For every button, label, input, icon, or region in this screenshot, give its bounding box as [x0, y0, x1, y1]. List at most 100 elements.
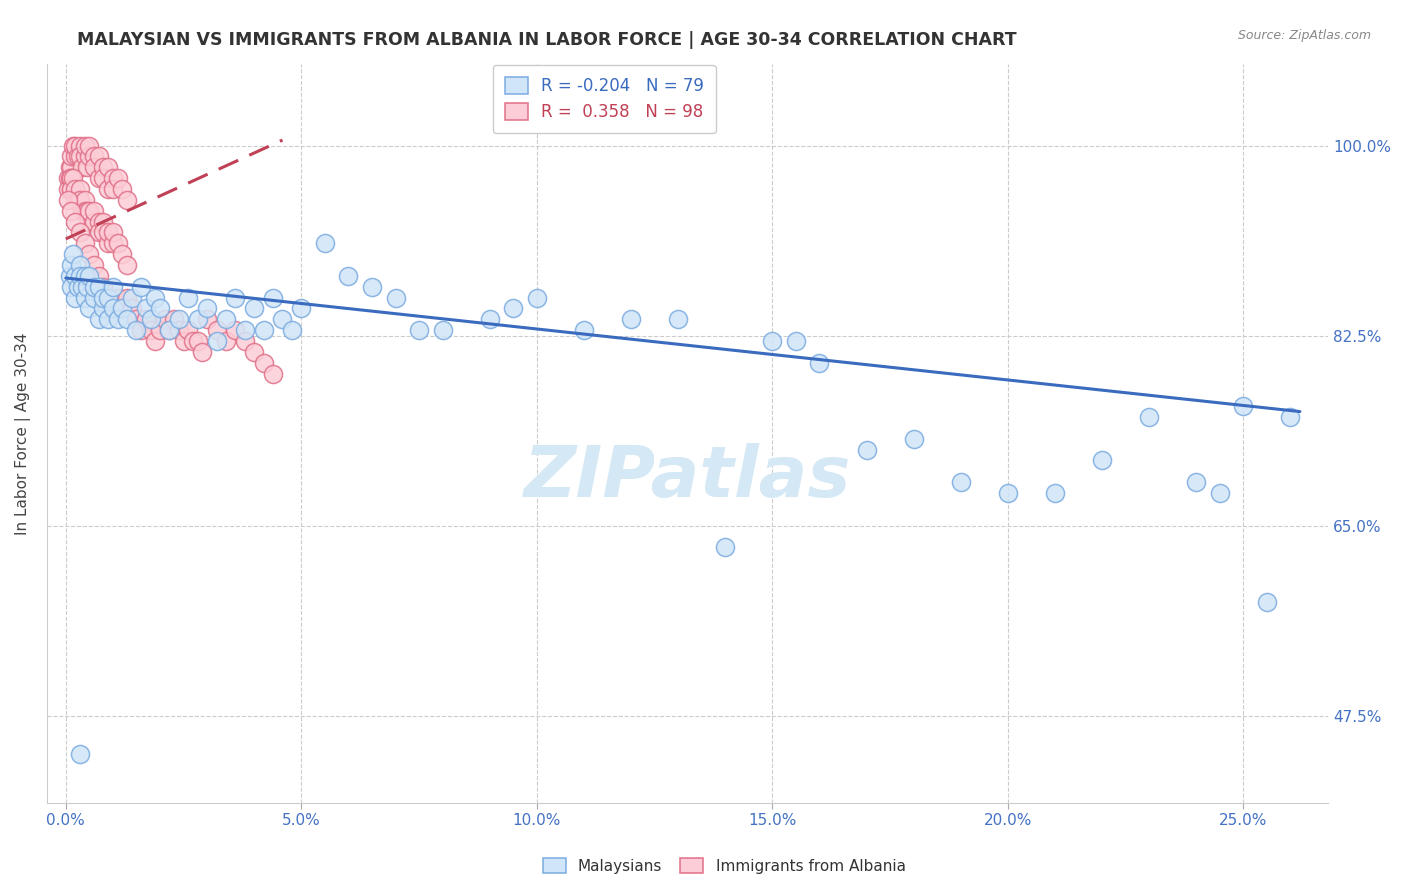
Point [83, 279, 105, 293]
Point [58, 160, 80, 174]
Point [59, 160, 82, 174]
Point [60, 182, 83, 196]
Point [159, 323, 181, 337]
Point [69, 747, 91, 761]
Point [167, 312, 190, 326]
Point [79, 214, 101, 228]
Point [56, 182, 79, 196]
Point [478, 312, 501, 326]
Point [181, 334, 204, 348]
Point [97, 291, 120, 305]
Text: MALAYSIAN VS IMMIGRANTS FROM ALBANIA IN LABOR FORCE | AGE 30-34 CORRELATION CHAR: MALAYSIAN VS IMMIGRANTS FROM ALBANIA IN … [77, 31, 1017, 49]
Point [290, 301, 312, 316]
Point [101, 182, 124, 196]
Point [65, 268, 87, 283]
Point [59, 258, 82, 272]
Point [121, 301, 143, 316]
Point [177, 323, 200, 337]
Point [101, 301, 124, 316]
Point [281, 323, 304, 337]
Point [65, 291, 87, 305]
Point [76, 279, 98, 293]
Point [59, 182, 82, 196]
Point [153, 312, 176, 326]
Point [93, 291, 115, 305]
Point [58, 268, 80, 283]
Point [187, 334, 209, 348]
Point [97, 312, 120, 326]
Point [215, 334, 238, 348]
Point [69, 193, 91, 207]
Point [149, 301, 172, 316]
Point [79, 301, 101, 316]
Point [101, 226, 124, 240]
Point [1137, 409, 1160, 424]
Point [949, 475, 972, 490]
Point [83, 203, 105, 218]
Point [56, 193, 79, 207]
Point [93, 160, 115, 174]
Point [111, 182, 134, 196]
Point [59, 203, 82, 218]
Point [129, 323, 152, 337]
Point [62, 171, 84, 186]
Point [65, 214, 87, 228]
Text: ZIPatlas: ZIPatlas [524, 443, 851, 512]
Point [97, 236, 120, 251]
Point [314, 236, 336, 251]
Point [432, 323, 454, 337]
Point [115, 291, 138, 305]
Point [224, 323, 246, 337]
Point [87, 149, 110, 163]
Point [101, 171, 124, 186]
Point [233, 334, 256, 348]
Point [87, 226, 110, 240]
Point [1209, 486, 1232, 500]
Point [83, 160, 105, 174]
Point [87, 312, 110, 326]
Point [101, 301, 124, 316]
Point [666, 312, 689, 326]
Point [262, 291, 284, 305]
Point [72, 160, 94, 174]
Point [111, 301, 134, 316]
Point [125, 323, 148, 337]
Point [83, 291, 105, 305]
Point [107, 171, 129, 186]
Point [111, 247, 134, 261]
Point [65, 138, 87, 153]
Point [97, 226, 120, 240]
Point [69, 258, 91, 272]
Point [65, 193, 87, 207]
Point [83, 214, 105, 228]
Point [143, 291, 166, 305]
Point [224, 291, 246, 305]
Point [69, 149, 91, 163]
Point [135, 301, 157, 316]
Point [107, 312, 129, 326]
Point [572, 323, 595, 337]
Legend: Malaysians, Immigrants from Albania: Malaysians, Immigrants from Albania [537, 852, 911, 880]
Point [73, 138, 96, 153]
Point [66, 193, 89, 207]
Point [125, 312, 148, 326]
Point [205, 334, 228, 348]
Point [159, 323, 181, 337]
Point [115, 258, 138, 272]
Point [253, 323, 276, 337]
Point [83, 258, 105, 272]
Point [195, 312, 218, 326]
Point [79, 203, 101, 218]
Point [115, 193, 138, 207]
Point [714, 541, 737, 555]
Point [107, 291, 129, 305]
Point [1091, 453, 1114, 467]
Point [243, 344, 266, 359]
Point [233, 323, 256, 337]
Point [60, 149, 83, 163]
Point [101, 279, 124, 293]
Point [187, 312, 209, 326]
Point [87, 214, 110, 228]
Point [191, 344, 214, 359]
Point [87, 268, 110, 283]
